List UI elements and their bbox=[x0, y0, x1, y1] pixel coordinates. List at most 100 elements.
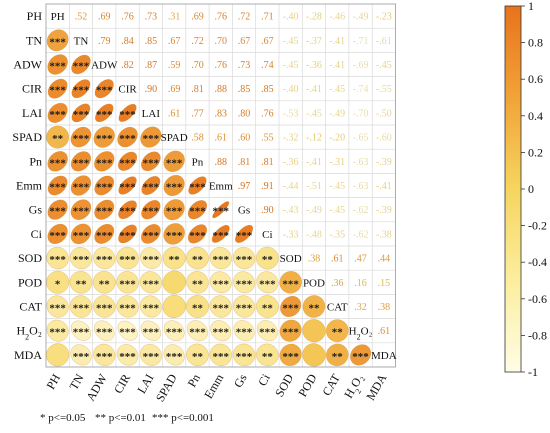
column-label: CIR bbox=[111, 372, 133, 396]
colorbar: 1 0.8 0.6 0.4 0.2 0 -0.2 -0.4 -0.6 -0.8 -1 bbox=[504, 0, 547, 379]
correlation-ellipse bbox=[350, 344, 372, 366]
correlation-ellipse bbox=[163, 223, 185, 245]
correlation-ellipse bbox=[117, 126, 138, 148]
correlation-ellipse bbox=[141, 151, 161, 172]
row-label: SPAD bbox=[12, 130, 42, 144]
correlation-value-label: .88 bbox=[215, 157, 228, 168]
correlation-ellipse bbox=[187, 224, 208, 244]
correlation-value-label: -.37 bbox=[306, 36, 322, 47]
correlation-value-label: .72 bbox=[238, 12, 251, 23]
significance-stars: *** bbox=[96, 351, 113, 363]
correlation-value-label: -.51 bbox=[306, 181, 322, 192]
correlation-value-label: -.40 bbox=[283, 84, 299, 95]
correlation-ellipse bbox=[118, 200, 137, 220]
column-label: POD bbox=[295, 371, 319, 399]
colorbar-tick-label: 1 bbox=[528, 0, 534, 13]
significance-stars: *** bbox=[213, 230, 230, 242]
row-label: Gs bbox=[29, 203, 43, 217]
correlation-ellipse bbox=[47, 175, 68, 196]
correlation-ellipse bbox=[302, 295, 326, 318]
significance-stars: ** bbox=[169, 254, 181, 266]
correlation-ellipse bbox=[94, 223, 115, 244]
colorbar-tick-label: 0.4 bbox=[528, 109, 543, 123]
correlation-value-label: .71 bbox=[261, 12, 274, 23]
significance-stars: *** bbox=[166, 230, 183, 242]
correlation-value-label: -.38 bbox=[376, 229, 392, 240]
correlation-ellipse bbox=[187, 320, 208, 342]
significance-stars: *** bbox=[189, 182, 206, 194]
diagonal-label: SPAD bbox=[161, 132, 188, 144]
significance-stars: *** bbox=[189, 327, 206, 339]
significance-stars: ** bbox=[75, 278, 87, 290]
significance-stars: *** bbox=[143, 157, 160, 169]
correlation-value-label: -.31 bbox=[329, 157, 345, 168]
correlation-value-label: .76 bbox=[215, 12, 228, 23]
row-label: Ci bbox=[31, 227, 43, 241]
correlation-ellipse bbox=[232, 295, 256, 318]
correlation-ellipse bbox=[232, 343, 256, 367]
correlation-value-label: .38 bbox=[308, 254, 321, 265]
correlation-ellipse bbox=[46, 343, 70, 367]
correlation-ellipse bbox=[69, 295, 93, 318]
significance-stars: *** bbox=[143, 303, 160, 315]
correlation-value-label: -.41 bbox=[329, 60, 345, 71]
correlation-value-label: .85 bbox=[145, 36, 158, 47]
significance-stars: *** bbox=[166, 206, 183, 218]
correlation-value-label: -.45 bbox=[329, 84, 345, 95]
correlation-ellipse bbox=[47, 223, 68, 244]
significance-stars: ** bbox=[52, 133, 64, 145]
correlation-value-label: -.61 bbox=[376, 36, 392, 47]
significance-stars: *** bbox=[189, 230, 206, 242]
significance-stars: *** bbox=[96, 109, 113, 121]
correlation-value-label: .69 bbox=[191, 12, 204, 23]
correlation-value-label: -.20 bbox=[329, 133, 345, 144]
significance-stars: *** bbox=[236, 230, 253, 242]
correlation-value-label: .84 bbox=[121, 36, 134, 47]
correlation-ellipse bbox=[186, 295, 209, 318]
correlation-value-label: -.62 bbox=[353, 229, 369, 240]
significance-stars: *** bbox=[119, 206, 136, 218]
correlation-value-label: .80 bbox=[238, 108, 251, 119]
column-label: LAI bbox=[134, 372, 156, 396]
correlation-value-label: .61 bbox=[331, 254, 344, 265]
correlation-value-label: -.71 bbox=[353, 36, 369, 47]
correlation-ellipse bbox=[141, 176, 161, 195]
correlation-ellipse bbox=[47, 54, 68, 75]
row-label: CAT bbox=[19, 300, 42, 314]
correlation-ellipse bbox=[139, 343, 162, 366]
correlation-value-label: .79 bbox=[98, 36, 111, 47]
correlation-ellipse bbox=[94, 79, 114, 99]
significance-stars: *** bbox=[49, 61, 66, 73]
colorbar-tick-label: 0.2 bbox=[528, 145, 543, 159]
correlation-ellipse bbox=[93, 247, 116, 270]
significance-stars: *** bbox=[119, 327, 136, 339]
significance-stars: *** bbox=[282, 278, 299, 290]
correlation-value-label: -.44 bbox=[283, 181, 299, 192]
correlation-ellipse bbox=[95, 103, 114, 123]
correlation-ellipse bbox=[256, 246, 279, 270]
correlation-value-label: -.40 bbox=[283, 12, 299, 23]
significance-stars: *** bbox=[119, 230, 136, 242]
correlation-ellipse bbox=[211, 224, 230, 243]
correlation-ellipse bbox=[118, 176, 137, 195]
colorbar-tick-label: -1 bbox=[528, 365, 538, 379]
correlation-value-label: .76 bbox=[215, 60, 228, 71]
correlation-value-label: .90 bbox=[261, 205, 274, 216]
correlation-value-label: .67 bbox=[238, 36, 251, 47]
correlation-value-label: -.49 bbox=[329, 108, 345, 119]
colorbar-gradient-bar bbox=[504, 5, 522, 373]
correlation-value-label: -.46 bbox=[329, 12, 345, 23]
correlation-ellipse bbox=[93, 343, 116, 366]
correlation-ellipse bbox=[212, 201, 230, 219]
diagonal-label: H2O₂ bbox=[349, 326, 373, 342]
correlation-value-label: .70 bbox=[215, 36, 228, 47]
correlation-ellipse bbox=[162, 270, 186, 294]
correlation-ellipse bbox=[94, 151, 115, 172]
significance-stars: *** bbox=[73, 182, 90, 194]
correlation-ellipse bbox=[141, 200, 161, 220]
column-label: ADW bbox=[83, 371, 110, 403]
diagonal-label: TN bbox=[74, 35, 89, 47]
correlation-ellipse bbox=[46, 246, 69, 270]
correlation-value-label: -.65 bbox=[353, 133, 369, 144]
correlation-value-label: -.74 bbox=[353, 84, 369, 95]
